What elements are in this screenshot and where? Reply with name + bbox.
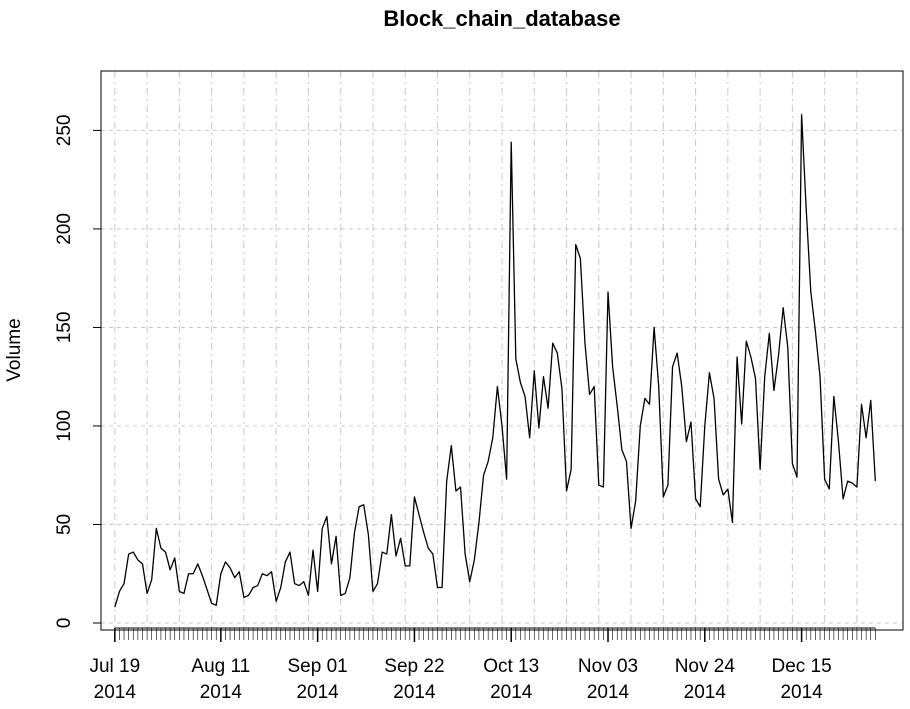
x-tick-label-year: 2014 <box>780 682 823 703</box>
axes: 0 50 100 150 200 250 Jul 19 2014 Aug 11 2014 Sep 0… <box>54 115 876 703</box>
y-axis-label: Volume <box>4 318 25 381</box>
y-tick-label: 150 <box>54 312 75 344</box>
x-tick-label-month: Sep 22 <box>384 656 444 677</box>
y-tick-label: 100 <box>54 410 75 442</box>
x-tick-label-year: 2014 <box>94 682 137 703</box>
x-tick-label-month: Nov 03 <box>578 656 638 677</box>
grid-lines <box>101 71 903 630</box>
x-tick-label-month: Oct 13 <box>483 656 539 677</box>
x-tick-label-month: Aug 11 <box>191 656 250 677</box>
x-tick-label-year: 2014 <box>490 682 533 703</box>
x-tick-label-year: 2014 <box>200 682 243 703</box>
y-tick-label: 50 <box>54 514 75 535</box>
x-tick-label-month: Dec 15 <box>771 656 831 677</box>
y-tick-label: 0 <box>54 618 75 629</box>
x-tick-label-year: 2014 <box>296 682 339 703</box>
plot-frame <box>100 70 904 631</box>
x-tick-label-month: Nov 24 <box>675 656 736 677</box>
series-line <box>114 113 876 608</box>
y-tick-label: 200 <box>54 213 75 245</box>
x-tick-label-year: 2014 <box>684 682 727 703</box>
x-tick-label-month: Sep 01 <box>288 656 348 677</box>
series-layer <box>114 113 876 608</box>
chart-title: Block_chain_database <box>383 6 620 31</box>
x-tick-label-year: 2014 <box>393 682 436 703</box>
x-tick-label-year: 2014 <box>587 682 630 703</box>
x-tick-label-month: Jul 19 <box>89 656 140 677</box>
y-tick-label: 250 <box>54 115 75 147</box>
